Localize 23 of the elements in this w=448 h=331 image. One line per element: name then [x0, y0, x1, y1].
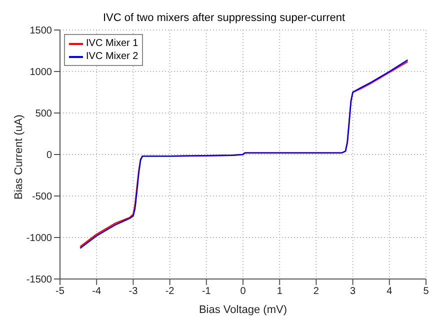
- x-tick-label: -4: [92, 286, 102, 298]
- y-tick-label: 1500: [30, 26, 52, 37]
- x-tick-label: 0: [240, 286, 246, 298]
- x-axis-title: Bias Voltage (mV): [198, 304, 288, 316]
- x-tick-label: -3: [128, 286, 138, 298]
- x-tick-label: -1: [202, 286, 212, 298]
- x-tick-label: 2: [313, 286, 320, 298]
- y-tick-label: 500: [35, 108, 52, 120]
- chart-title: IVC of two mixers after suppressing super-current: [102, 12, 346, 24]
- x-tick-label: -2: [165, 286, 175, 298]
- x-tick-label: 4: [386, 286, 393, 298]
- y-tick-label: -500: [32, 192, 52, 203]
- x-tick-label: 3: [350, 286, 356, 298]
- y-tick-label: -1000: [26, 233, 52, 244]
- y-tick-label: -1500: [26, 274, 52, 286]
- y-axis-title: Bias Current (uA): [12, 114, 25, 200]
- x-tick-label: -5: [56, 286, 65, 298]
- x-tick-label: 1: [276, 286, 283, 298]
- x-tick-label: 5: [423, 286, 430, 298]
- y-tick-label: 0: [46, 150, 52, 162]
- legend-label: IVC Mixer 2: [86, 50, 138, 63]
- legend-label: IVC Mixer 1: [86, 37, 138, 50]
- y-tick-label: 1000: [30, 67, 52, 78]
